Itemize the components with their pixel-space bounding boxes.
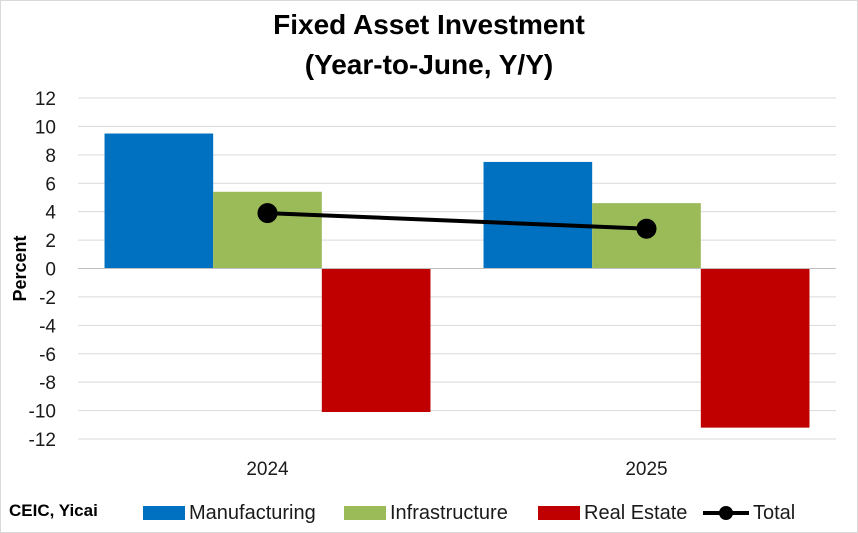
y-tick-label: 2 [45,231,56,252]
point-total [257,203,278,224]
legend-swatch-real-estate [538,506,580,520]
y-axis-label: Percent [10,235,30,301]
y-tick-label: -12 [29,430,56,451]
y-tick-label: -2 [39,288,56,309]
chart-title-line2: (Year-to-June, Y/Y) [304,49,554,80]
y-tick-label: 8 [45,146,56,167]
legend-item-total: Total [703,499,795,527]
bar-real-estate [321,268,431,413]
y-tick-label: -6 [39,345,56,366]
point-total [636,218,657,239]
y-tick-label: 6 [45,174,56,195]
legend-label-infrastructure: Infrastructure [390,501,508,524]
x-tick-label: 2024 [246,459,289,480]
y-tick-label: -10 [29,402,56,423]
chart-title-line1: Fixed Asset Investment [273,9,585,40]
y-tick-label: 10 [35,117,56,138]
line-total [267,211,647,231]
legend-swatch-infrastructure [344,506,386,520]
y-tick-label: 12 [35,89,56,110]
legend: Manufacturing Infrastructure Real Estate… [1,499,857,527]
bar-manufacturing [104,133,214,269]
x-tick-label: 2025 [625,459,667,480]
legend-item-infrastructure: Infrastructure [344,499,508,527]
bar-manufacturing [483,161,593,269]
bar-real-estate [700,268,810,428]
legend-label-manufacturing: Manufacturing [189,501,316,524]
source-note: CEIC, Yicai [9,501,98,520]
y-tick-label: -8 [39,373,56,394]
chart-plot: 12 10 8 6 4 2 0 -2 -4 -6 -8 -10 -12 Percent 2024 2025 [10,89,836,480]
chart-title: Fixed Asset Investment (Year-to-June, Y/… [1,5,857,85]
legend-swatch-total [703,506,749,520]
y-tick-label: 0 [45,260,56,281]
y-tick-label: 4 [45,203,56,224]
legend-label-total: Total [753,501,796,524]
legend-item-real-estate: Real Estate [538,499,687,527]
legend-item-manufacturing: Manufacturing [143,499,316,527]
legend-label-real-estate: Real Estate [584,501,688,524]
legend-swatch-manufacturing [143,506,185,520]
y-tick-label: -4 [39,316,56,337]
